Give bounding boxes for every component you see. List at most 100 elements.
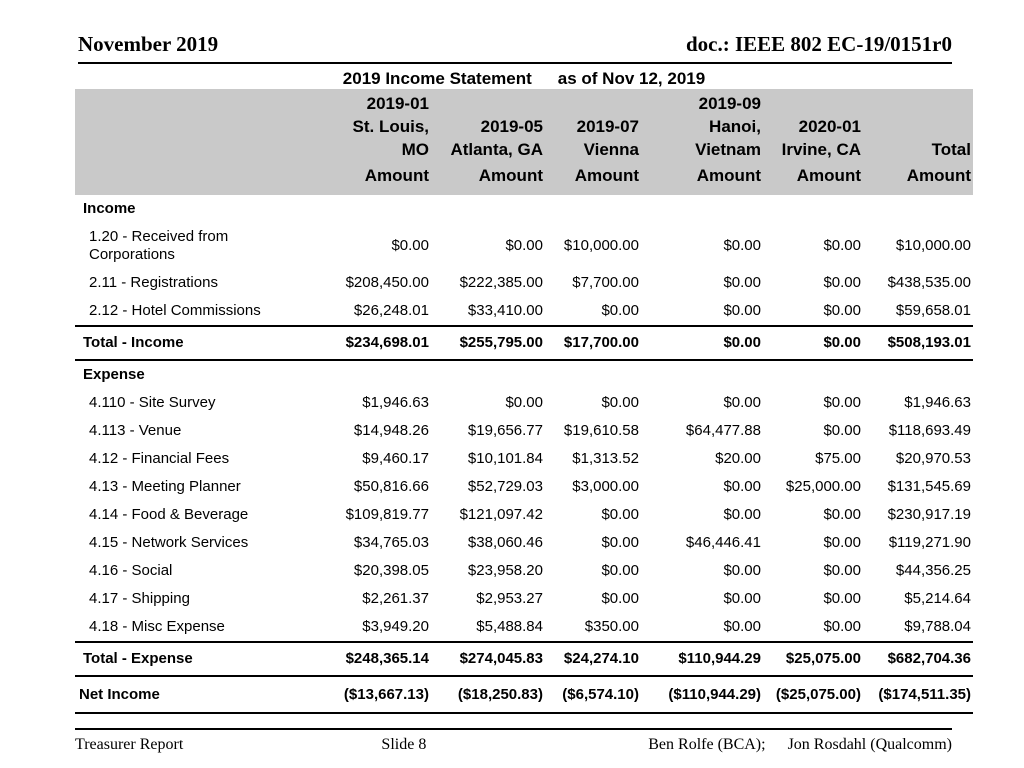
slide-footer: Treasurer Report Slide 8 Ben Rolfe (BCA)… bbox=[75, 728, 952, 754]
row-label: 2.12 - Hotel Commissions bbox=[89, 301, 261, 319]
amount-cell-2019-05-atlanta-ga: $10,101.84 bbox=[467, 449, 543, 467]
amount-cell-2020-01-irvine-ca: $0.00 bbox=[823, 273, 861, 291]
amount-cell-total: $1,946.63 bbox=[904, 393, 971, 411]
amount-cell-2019-09-hanoi-vietnam: $0.00 bbox=[723, 617, 761, 635]
row-4-110-site-survey: 4.110 - Site Survey $1,946.63 $0.00 $0.00 $0… bbox=[75, 389, 973, 417]
amount-cell-2020-01-irvine-ca: ($25,075.00) bbox=[763, 675, 863, 714]
column-header-2019-01-st-louis-mo: 2019-01 St. Louis, MO bbox=[327, 89, 431, 162]
column-header-blank bbox=[75, 89, 327, 162]
row-income: Income bbox=[75, 195, 973, 223]
row-label: 4.17 - Shipping bbox=[89, 589, 190, 607]
amount-cell-2019-05-atlanta-ga: ($18,250.83) bbox=[431, 675, 545, 714]
column-header-line: Irvine, CA bbox=[781, 139, 861, 159]
footer-report-label: Treasurer Report bbox=[75, 736, 184, 753]
amount-cell-2020-01-irvine-ca: $0.00 bbox=[823, 236, 861, 254]
footer-authors: Ben Rolfe (BCA); Jon Rosdahl (Qualcomm) bbox=[514, 736, 952, 754]
table-header: 2019-01 St. Louis, MO 2019-05 Atlanta, GA 201… bbox=[75, 89, 973, 195]
row-expense: Expense bbox=[75, 360, 973, 389]
amount-cell-2019-01-st-louis-mo: $20,398.05 bbox=[353, 561, 429, 579]
amount-cell-2020-01-irvine-ca: $0.00 bbox=[823, 421, 861, 439]
footer-slide-number: Slide 8 bbox=[381, 736, 427, 753]
amount-cell-2019-05-atlanta-ga: $33,410.00 bbox=[467, 301, 543, 319]
amount-cell-2019-09-hanoi-vietnam: ($110,944.29) bbox=[641, 675, 763, 714]
footer-author-2: Jon Rosdahl (Qualcomm) bbox=[787, 736, 952, 753]
amount-cell-2019-07-vienna: ($6,574.10) bbox=[545, 675, 641, 714]
row-label: 4.12 - Financial Fees bbox=[89, 449, 230, 467]
amount-header-2019-05-atlanta-ga: Amount bbox=[478, 165, 543, 185]
amount-cell-2019-07-vienna: $1,313.52 bbox=[572, 449, 639, 467]
column-header-2020-01-irvine-ca: 2020-01 Irvine, CA bbox=[763, 89, 863, 162]
amount-cell-2019-07-vienna: $0.00 bbox=[601, 393, 639, 411]
column-header-line: Hanoi, bbox=[709, 116, 761, 136]
amount-cell-2019-01-st-louis-mo: $26,248.01 bbox=[353, 301, 429, 319]
amount-cell-2020-01-irvine-ca: $0.00 bbox=[823, 617, 861, 635]
amount-cell-2019-07-vienna: $7,700.00 bbox=[572, 273, 639, 291]
amount-cell-2019-01-st-louis-mo: $2,261.37 bbox=[362, 589, 429, 607]
amount-cell-total: $59,658.01 bbox=[895, 301, 971, 319]
amount-cell-total: $118,693.49 bbox=[888, 421, 971, 439]
column-header-2019-05-atlanta-ga: 2019-05 Atlanta, GA bbox=[431, 89, 545, 162]
column-header-line: Vienna bbox=[583, 139, 639, 159]
amount-cell-total: $230,917.19 bbox=[887, 505, 971, 523]
table-header-locations-row: 2019-01 St. Louis, MO 2019-05 Atlanta, GA 201… bbox=[75, 89, 973, 162]
amount-cell-2019-05-atlanta-ga: $5,488.84 bbox=[476, 617, 543, 635]
amount-cell-2019-09-hanoi-vietnam: $0.00 bbox=[723, 301, 761, 319]
row-net-income: Net Income ($13,667.13) ($18,250.83) ($6,57… bbox=[75, 675, 973, 714]
amount-cell-2019-01-st-louis-mo: $109,819.77 bbox=[345, 505, 429, 523]
amount-cell-2019-07-vienna: $0.00 bbox=[601, 561, 639, 579]
table-body: Income 1.20 - Received from Corporations $… bbox=[75, 195, 973, 714]
amount-cell-2019-01-st-louis-mo: $3,949.20 bbox=[362, 617, 429, 635]
column-header-2019-09-hanoi-vietnam: 2019-09 Hanoi, Vietnam bbox=[641, 89, 763, 162]
amount-cell-total: $438,535.00 bbox=[887, 273, 971, 291]
amount-cell-2019-01-st-louis-mo: $34,765.03 bbox=[353, 533, 429, 551]
amount-cell-2019-09-hanoi-vietnam bbox=[641, 195, 763, 223]
amount-cell-2020-01-irvine-ca bbox=[763, 195, 863, 223]
amount-cell-2019-05-atlanta-ga: $2,953.27 bbox=[476, 589, 543, 607]
row-4-15-network-services: 4.15 - Network Services $34,765.03 $38,060… bbox=[75, 529, 973, 557]
column-header-line: Total bbox=[931, 139, 971, 159]
row-1-20-received-from-corporations: 1.20 - Received from Corporations $0.00 $0… bbox=[75, 223, 973, 269]
income-statement-table: 2019-01 St. Louis, MO 2019-05 Atlanta, GA 201… bbox=[75, 89, 973, 714]
amount-cell-2020-01-irvine-ca: $0.00 bbox=[823, 533, 861, 551]
amount-cell-2019-05-atlanta-ga: $38,060.46 bbox=[467, 533, 543, 551]
amount-cell-2019-07-vienna: $24,274.10 bbox=[545, 640, 641, 677]
slide-header: November 2019 doc.: IEEE 802 EC-19/0151r… bbox=[78, 0, 952, 64]
amount-cell-2019-05-atlanta-ga: $23,958.20 bbox=[467, 561, 543, 579]
amount-cell-2019-09-hanoi-vietnam: $64,477.88 bbox=[685, 421, 761, 439]
amount-cell-2019-01-st-louis-mo: $14,948.26 bbox=[353, 421, 429, 439]
amount-cell-2019-07-vienna: $0.00 bbox=[601, 533, 639, 551]
row-label: 4.14 - Food & Beverage bbox=[89, 505, 249, 523]
amount-cell-2019-01-st-louis-mo: $234,698.01 bbox=[327, 324, 431, 361]
column-header-line: 2020-01 bbox=[798, 116, 861, 136]
amount-cell-2019-09-hanoi-vietnam: $0.00 bbox=[641, 324, 763, 361]
amount-cell-2020-01-irvine-ca: $0.00 bbox=[823, 505, 861, 523]
amount-cell-2019-05-atlanta-ga: $19,656.77 bbox=[467, 421, 543, 439]
row-label: Expense bbox=[83, 365, 145, 383]
amount-cell-2019-07-vienna: $17,700.00 bbox=[545, 324, 641, 361]
column-header-line: Vietnam bbox=[695, 139, 761, 159]
amount-cell-2020-01-irvine-ca: $0.00 bbox=[823, 561, 861, 579]
amount-cell-total: $9,788.04 bbox=[904, 617, 971, 635]
amount-cell-2019-01-st-louis-mo: ($13,667.13) bbox=[327, 675, 431, 714]
amount-cell-2019-05-atlanta-ga: $255,795.00 bbox=[431, 324, 545, 361]
amount-cell-2020-01-irvine-ca: $0.00 bbox=[763, 324, 863, 361]
amount-cell-2019-09-hanoi-vietnam: $0.00 bbox=[723, 589, 761, 607]
amount-cell-2019-01-st-louis-mo: $0.00 bbox=[391, 236, 429, 254]
amount-cell-2019-09-hanoi-vietnam: $0.00 bbox=[723, 273, 761, 291]
row-label: 2.11 - Registrations bbox=[89, 273, 218, 291]
amount-cell-total: $131,545.69 bbox=[887, 477, 971, 495]
column-header-line: 2019-07 bbox=[576, 116, 639, 136]
column-header-line: MO bbox=[401, 139, 429, 159]
row-label: Income bbox=[83, 199, 136, 217]
header-doc-label: doc.: IEEE 802 EC-19/0151r0 bbox=[685, 32, 952, 56]
amount-cell-total: ($174,511.35) bbox=[863, 675, 973, 714]
row-total-income: Total - Income $234,698.01 $255,795.00 $17,… bbox=[75, 324, 973, 361]
column-header-line: Atlanta, GA bbox=[450, 139, 543, 159]
amount-cell-2019-05-atlanta-ga: $274,045.83 bbox=[431, 640, 545, 677]
column-header-line: St. Louis, bbox=[352, 116, 430, 136]
amount-cell-2019-01-st-louis-mo: $248,365.14 bbox=[327, 640, 431, 677]
row-label: Total - Expense bbox=[75, 640, 327, 677]
amount-cell-2019-09-hanoi-vietnam bbox=[641, 360, 763, 389]
row-label: 4.16 - Social bbox=[89, 561, 173, 579]
